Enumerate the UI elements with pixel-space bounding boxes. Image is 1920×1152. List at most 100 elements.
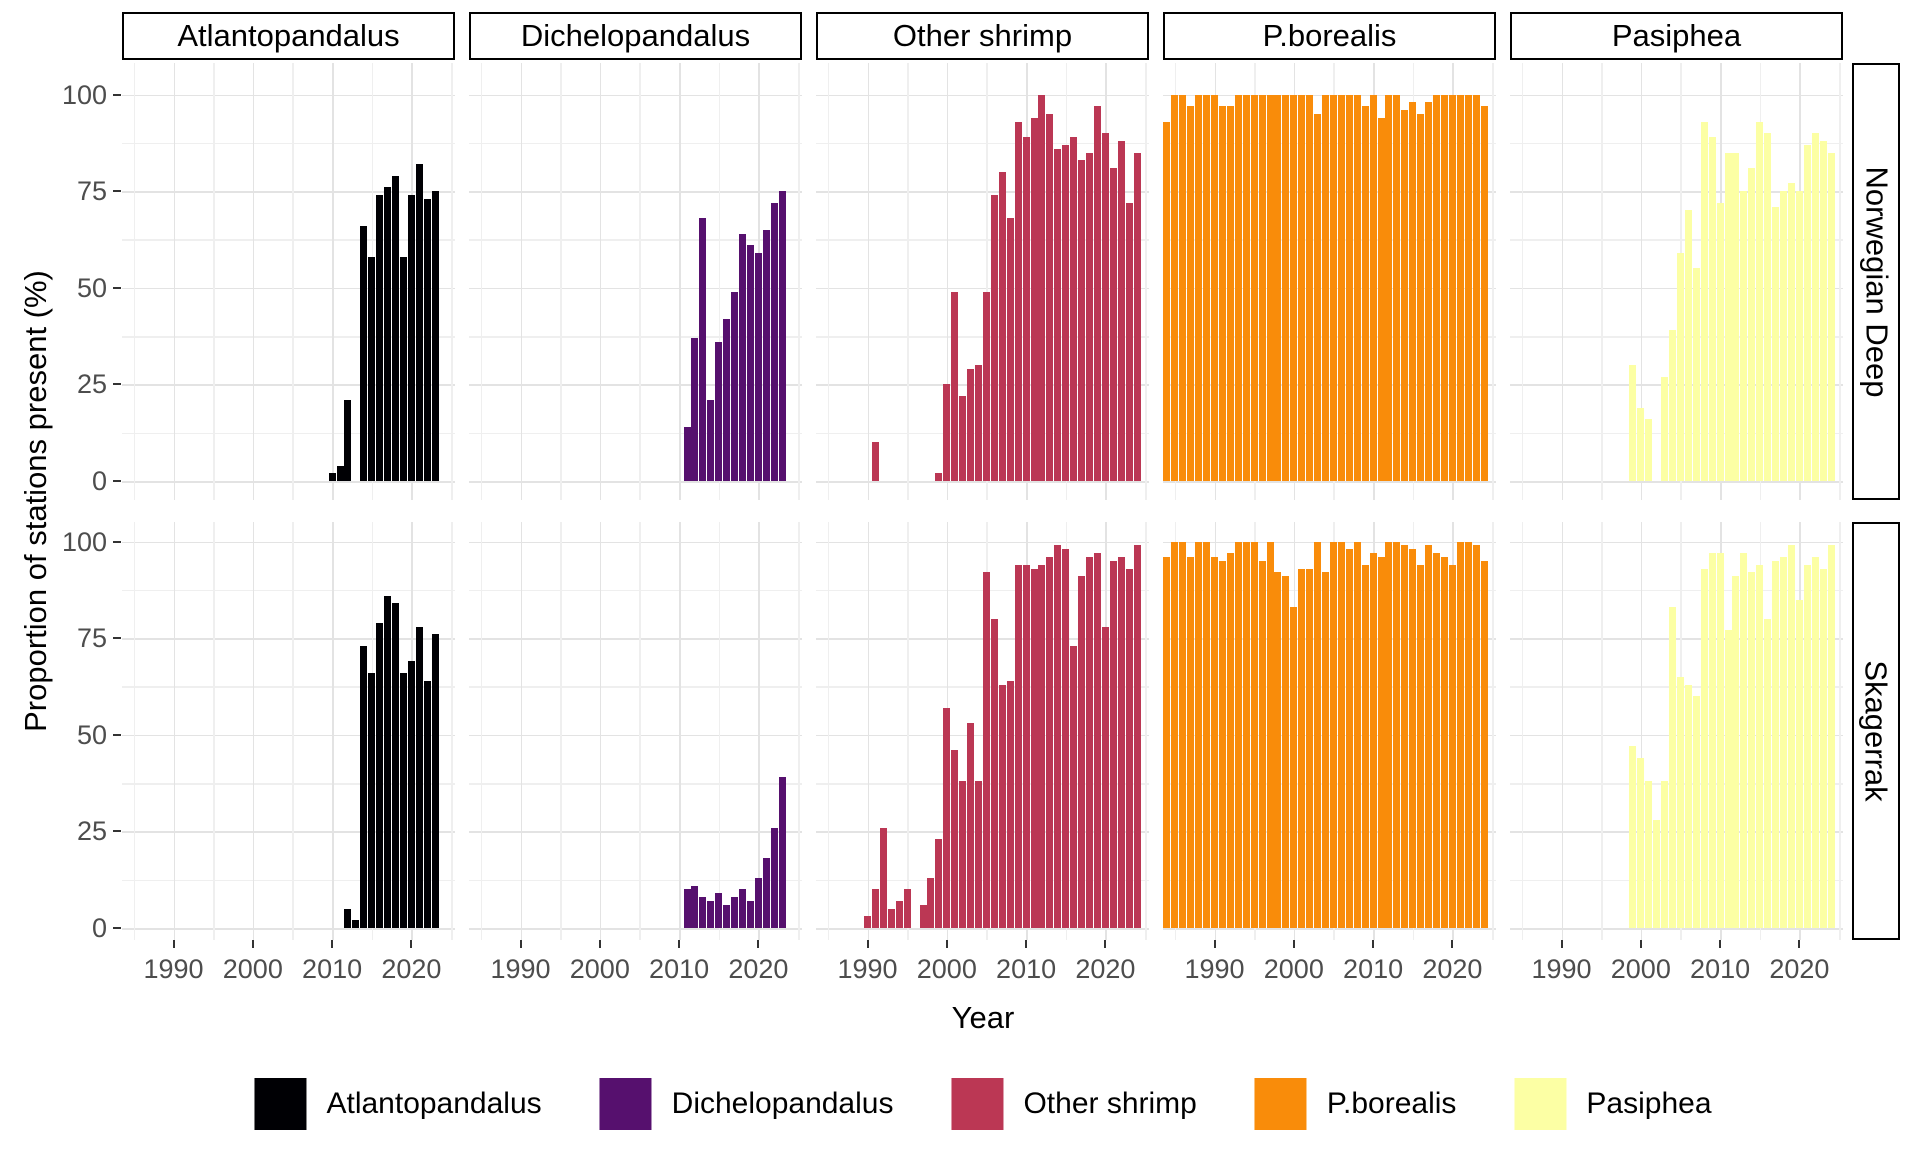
bar-dichelopandalus-skagerrak-2012: [691, 885, 699, 928]
bar-p-borealis-skagerrak-2014: [1401, 545, 1409, 928]
gridline-y-major: [469, 94, 802, 96]
facet-strip-label: Dichelopandalus: [520, 18, 751, 53]
bar-atlantopandalus-skagerrak-2021: [415, 626, 423, 928]
gridline-x-minor: [1839, 63, 1841, 500]
gridline-y-major: [469, 831, 802, 833]
bar-p-borealis-norwegian-deep-1995: [1250, 94, 1258, 481]
bar-pasiphea-norwegian-deep-2003: [1661, 376, 1669, 481]
x-tick-label: 2000: [916, 954, 977, 984]
bar-other-shrimp-skagerrak-1990: [864, 916, 872, 928]
gridline-y-major: [816, 191, 1149, 193]
gridline-x-minor: [560, 522, 562, 940]
bar-p-borealis-skagerrak-2001: [1298, 568, 1306, 928]
bar-atlantopandalus-norwegian-deep-2014: [360, 225, 368, 481]
gridline-y-major: [1163, 191, 1496, 193]
bar-p-borealis-norwegian-deep-2006: [1337, 94, 1345, 481]
gridline-y-minor: [469, 879, 802, 882]
gridline-y-major: [1163, 384, 1496, 386]
gridline-y-major: [1510, 384, 1843, 386]
x-tick-label: 2020: [381, 954, 442, 984]
bar-pasiphea-norwegian-deep-2019: [1787, 183, 1795, 481]
gridline-y-major: [469, 734, 802, 737]
gridline-x-major: [252, 63, 255, 500]
bar-other-shrimp-norwegian-deep-2018: [1086, 152, 1094, 481]
gridline-y-major: [122, 638, 455, 640]
bar-p-borealis-norwegian-deep-2015: [1409, 102, 1417, 481]
facet-strip-col-dichelopandalus: Dichelopandalus: [469, 12, 802, 60]
bar-atlantopandalus-skagerrak-2012: [344, 908, 352, 928]
bar-other-shrimp-skagerrak-2017: [1078, 576, 1086, 928]
y-tick: [113, 540, 121, 543]
bar-other-shrimp-skagerrak-2010: [1022, 564, 1030, 928]
bar-other-shrimp-norwegian-deep-2019: [1093, 106, 1101, 481]
bar-atlantopandalus-norwegian-deep-2017: [384, 187, 392, 481]
gridline-y-major: [1163, 928, 1496, 930]
bar-other-shrimp-norwegian-deep-2021: [1109, 167, 1117, 481]
x-tick-label: 2000: [1610, 954, 1671, 984]
gridline-y-major: [816, 481, 1149, 483]
y-tick-label: 0: [91, 913, 107, 943]
bar-atlantopandalus-skagerrak-2020: [407, 661, 415, 928]
x-tick-label: 2020: [1422, 954, 1483, 984]
bar-other-shrimp-skagerrak-1991: [871, 889, 879, 929]
bar-p-borealis-norwegian-deep-1986: [1179, 94, 1187, 481]
x-tick-label: 2020: [1075, 954, 1136, 984]
gridline-y-minor: [122, 239, 455, 241]
bar-pasiphea-skagerrak-2022: [1811, 557, 1819, 928]
gridline-x-major: [1640, 63, 1643, 500]
bar-p-borealis-norwegian-deep-2010: [1369, 94, 1377, 481]
x-tick-label: 2020: [728, 954, 789, 984]
bar-p-borealis-skagerrak-1997: [1266, 541, 1274, 928]
gridline-y-minor: [1510, 879, 1843, 882]
legend-item-p-borealis: P.borealis: [1254, 1078, 1456, 1130]
bar-dichelopandalus-norwegian-deep-2021: [762, 229, 770, 481]
x-tick-label: 2000: [222, 954, 283, 984]
bar-pasiphea-norwegian-deep-2015: [1756, 121, 1764, 481]
x-tick: [678, 940, 681, 948]
bar-dichelopandalus-norwegian-deep-2022: [770, 202, 778, 481]
bar-other-shrimp-skagerrak-2000: [943, 707, 951, 928]
bar-pasiphea-skagerrak-2013: [1740, 553, 1748, 928]
bar-pasiphea-skagerrak-2009: [1708, 553, 1716, 928]
gridline-y-major: [816, 831, 1149, 833]
gridline-x-major: [1561, 522, 1564, 940]
bar-other-shrimp-skagerrak-2006: [990, 618, 998, 928]
gridline-y-major: [816, 928, 1149, 930]
x-tick-label: 2010: [302, 954, 363, 984]
y-tick: [113, 286, 121, 289]
bar-other-shrimp-norwegian-deep-2022: [1117, 140, 1125, 481]
x-tick: [866, 940, 869, 948]
gridline-x-minor: [213, 63, 215, 500]
bar-p-borealis-skagerrak-2021: [1456, 541, 1464, 928]
gridline-x-major: [520, 63, 523, 500]
bar-pasiphea-norwegian-deep-2013: [1740, 191, 1748, 481]
bar-pasiphea-norwegian-deep-2011: [1724, 152, 1732, 481]
gridline-y-minor: [816, 432, 1149, 435]
bar-other-shrimp-skagerrak-2003: [967, 723, 975, 928]
bar-dichelopandalus-norwegian-deep-2013: [699, 218, 707, 481]
bar-p-borealis-skagerrak-2023: [1472, 545, 1480, 928]
bar-p-borealis-norwegian-deep-1996: [1258, 94, 1266, 481]
bar-p-borealis-skagerrak-2005: [1329, 541, 1337, 928]
gridline-x-minor: [451, 522, 453, 940]
legend-item-atlantopandalus: Atlantopandalus: [254, 1078, 542, 1130]
facet-strip-label: Atlantopandalus: [177, 18, 400, 53]
bar-p-borealis-norwegian-deep-1988: [1195, 94, 1203, 481]
panel-p-borealis-skagerrak: [1163, 522, 1496, 940]
gridline-x-minor: [1839, 522, 1841, 940]
gridline-y-minor: [816, 686, 1149, 688]
bar-p-borealis-skagerrak-1992: [1226, 553, 1234, 928]
panel-atlantopandalus-norwegian-deep: [122, 63, 455, 500]
x-tick-label: 2000: [569, 954, 630, 984]
bar-pasiphea-norwegian-deep-2001: [1645, 419, 1653, 481]
gridline-y-minor: [816, 142, 1149, 145]
x-tick: [1213, 940, 1216, 948]
gridline-y-major: [469, 384, 802, 386]
bar-p-borealis-norwegian-deep-2022: [1464, 94, 1472, 481]
x-tick: [1798, 940, 1801, 948]
bar-other-shrimp-skagerrak-2024: [1133, 545, 1141, 928]
bar-p-borealis-norwegian-deep-1985: [1171, 94, 1179, 481]
bar-other-shrimp-skagerrak-2007: [998, 684, 1006, 928]
y-tick-label: 100: [61, 526, 107, 557]
bar-other-shrimp-norwegian-deep-2002: [959, 396, 967, 481]
